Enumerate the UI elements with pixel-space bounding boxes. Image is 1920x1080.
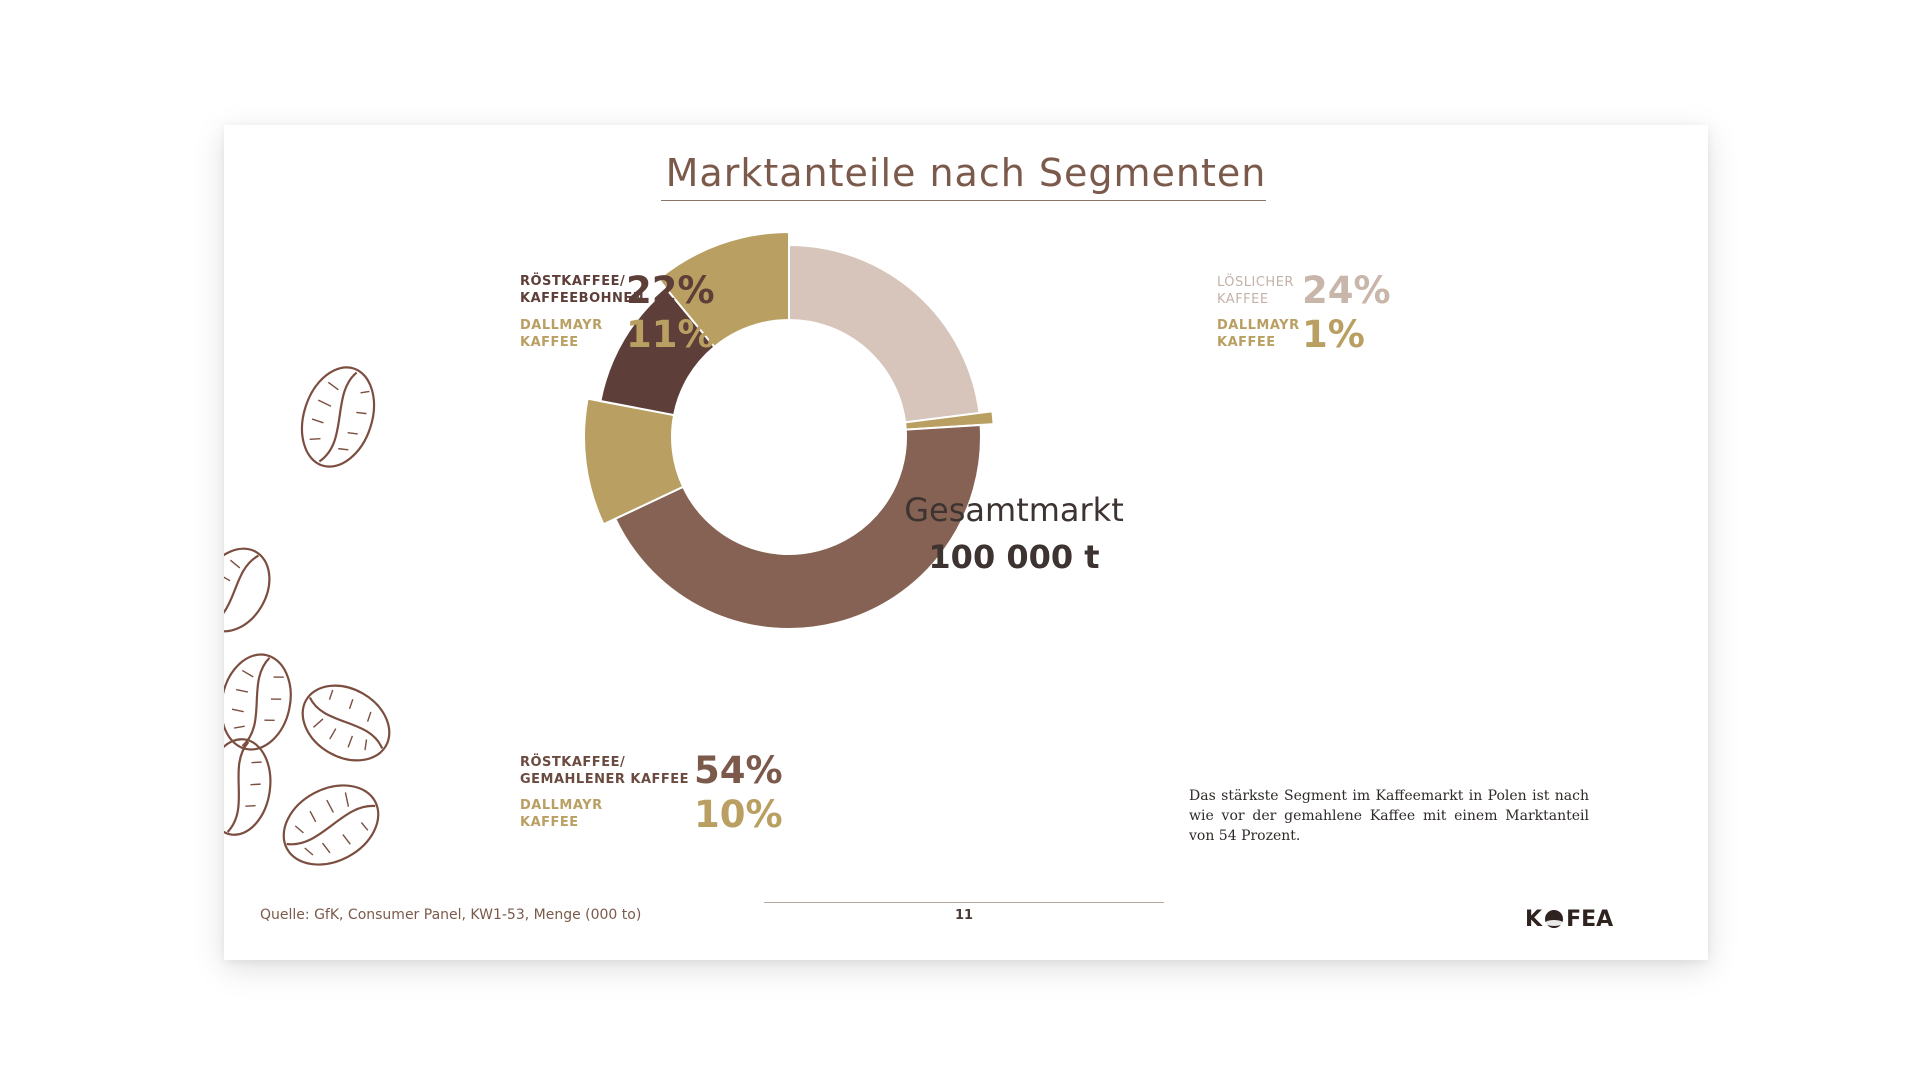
label-kaffeebohnen: RÖSTKAFFEE/ KAFFEEBOHNEN bbox=[520, 273, 644, 307]
label-loeslich-line1: LÖSLICHER bbox=[1217, 275, 1294, 290]
slide: Marktanteile nach Segmenten Gesamtmarkt … bbox=[224, 125, 1708, 960]
coffee-bean-icon bbox=[301, 684, 391, 762]
kofea-logo: K FEA bbox=[1525, 906, 1613, 932]
coffee-bean-icon bbox=[224, 547, 271, 633]
slide-title: Marktanteile nach Segmenten bbox=[665, 151, 1267, 195]
label-dallmayr-gemahlen-line2: KAFFEE bbox=[520, 815, 579, 830]
coffee-bean-icon bbox=[224, 738, 272, 836]
coffee-bean-icon bbox=[282, 784, 380, 866]
pct-loeslich: 24% bbox=[1302, 269, 1391, 312]
pct-dallmayr-loeslich: 1% bbox=[1302, 313, 1365, 356]
donut-center-title: Gesamtmarkt bbox=[904, 491, 1124, 529]
label-dallmayr-loeslich: DALLMAYR KAFFEE bbox=[1217, 317, 1300, 351]
source-note: Quelle: GfK, Consumer Panel, KW1-53, Men… bbox=[260, 907, 642, 923]
label-gemahlen-line2: GEMAHLENER KAFFEE bbox=[520, 772, 690, 787]
pct-dallmayr-kaffeebohnen: 11% bbox=[626, 313, 715, 356]
donut-slice-dallmayr-gemahlen bbox=[583, 397, 685, 526]
pct-dallmayr-gemahlen: 10% bbox=[694, 793, 783, 836]
insight-note: Das stärkste Segment im Kaffeemarkt in P… bbox=[1189, 788, 1589, 844]
label-kaffeebohnen-line2: KAFFEEBOHNEN bbox=[520, 291, 645, 306]
coffee-cup-icon bbox=[1545, 910, 1564, 928]
label-dallmayr-kaffeebohnen-line1: DALLMAYR bbox=[520, 318, 603, 333]
label-dallmayr-loeslich-line2: KAFFEE bbox=[1217, 335, 1276, 350]
label-loeslich-line2: KAFFEE bbox=[1217, 292, 1269, 307]
footer-divider bbox=[764, 902, 1164, 903]
donut-slice-gemahlen bbox=[613, 423, 982, 630]
coffee-bean-icon bbox=[224, 653, 292, 751]
donut-slice-dallmayr-bohnen bbox=[656, 230, 790, 349]
title-underline bbox=[661, 200, 1266, 201]
label-dallmayr-loeslich-line1: DALLMAYR bbox=[1217, 318, 1300, 333]
coffee-bean-icon bbox=[300, 366, 376, 468]
donut-slice-loeslich bbox=[788, 243, 981, 424]
label-loeslich: LÖSLICHER KAFFEE bbox=[1217, 274, 1294, 308]
market-share-donut-chart bbox=[583, 230, 995, 630]
label-gemahlen: RÖSTKAFFEE/ GEMAHLENER KAFFEE bbox=[520, 754, 689, 788]
label-gemahlen-line1: RÖSTKAFFEE/ bbox=[520, 755, 626, 770]
label-kaffeebohnen-line1: RÖSTKAFFEE/ bbox=[520, 274, 626, 289]
pct-kaffeebohnen: 22% bbox=[626, 269, 715, 312]
label-dallmayr-gemahlen: DALLMAYR KAFFEE bbox=[520, 797, 603, 831]
donut-center-value: 100 000 t bbox=[928, 538, 1100, 576]
label-dallmayr-kaffeebohnen: DALLMAYR KAFFEE bbox=[520, 317, 603, 351]
label-dallmayr-gemahlen-line1: DALLMAYR bbox=[520, 798, 603, 813]
logo-right: FEA bbox=[1566, 906, 1614, 932]
logo-left: K bbox=[1525, 906, 1543, 932]
coffee-beans-illustration bbox=[224, 366, 391, 866]
page-number: 11 bbox=[954, 908, 974, 923]
pct-gemahlen: 54% bbox=[694, 749, 783, 792]
label-dallmayr-kaffeebohnen-line2: KAFFEE bbox=[520, 335, 579, 350]
